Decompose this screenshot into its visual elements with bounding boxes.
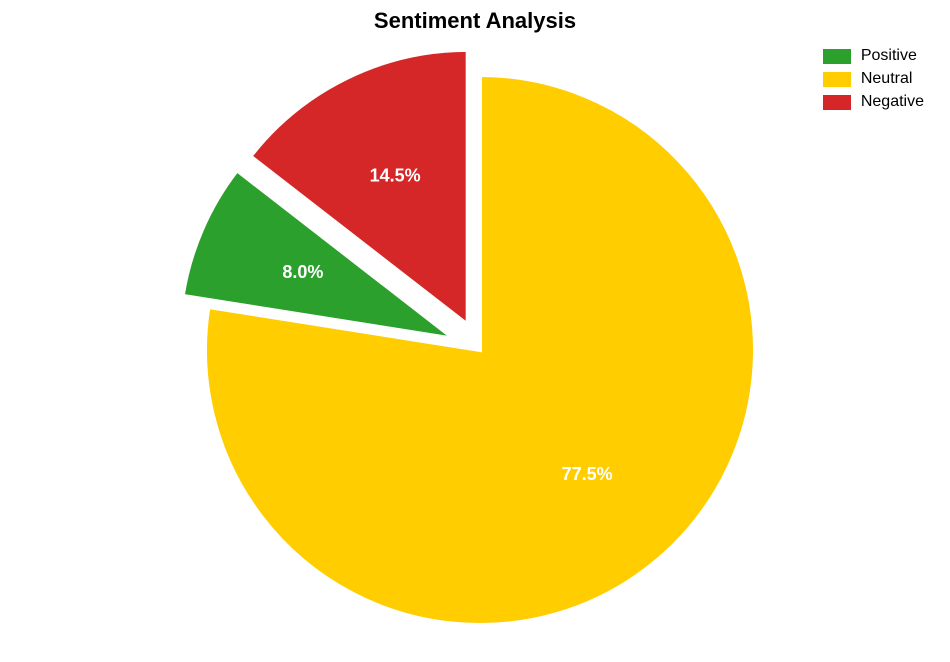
- legend-label-negative: Negative: [861, 93, 924, 111]
- legend-label-neutral: Neutral: [861, 70, 913, 88]
- legend-label-positive: Positive: [861, 47, 917, 65]
- sentiment-pie-chart: Sentiment Analysis 14.5% 8.0% 77.5% Positi…: [0, 0, 950, 662]
- slice-label-negative: 14.5%: [370, 165, 421, 185]
- legend-item-negative: Negative: [823, 93, 924, 111]
- legend-item-neutral: Neutral: [823, 70, 924, 88]
- slice-label-positive: 8.0%: [282, 262, 323, 282]
- chart-legend: Positive Neutral Negative: [823, 47, 924, 116]
- legend-swatch-negative: [823, 95, 851, 110]
- slice-label-neutral: 77.5%: [562, 464, 613, 484]
- legend-item-positive: Positive: [823, 47, 924, 65]
- chart-title: Sentiment Analysis: [0, 8, 950, 34]
- legend-swatch-positive: [823, 49, 851, 64]
- pie-svg: 14.5% 8.0% 77.5%: [140, 40, 820, 660]
- legend-swatch-neutral: [823, 72, 851, 87]
